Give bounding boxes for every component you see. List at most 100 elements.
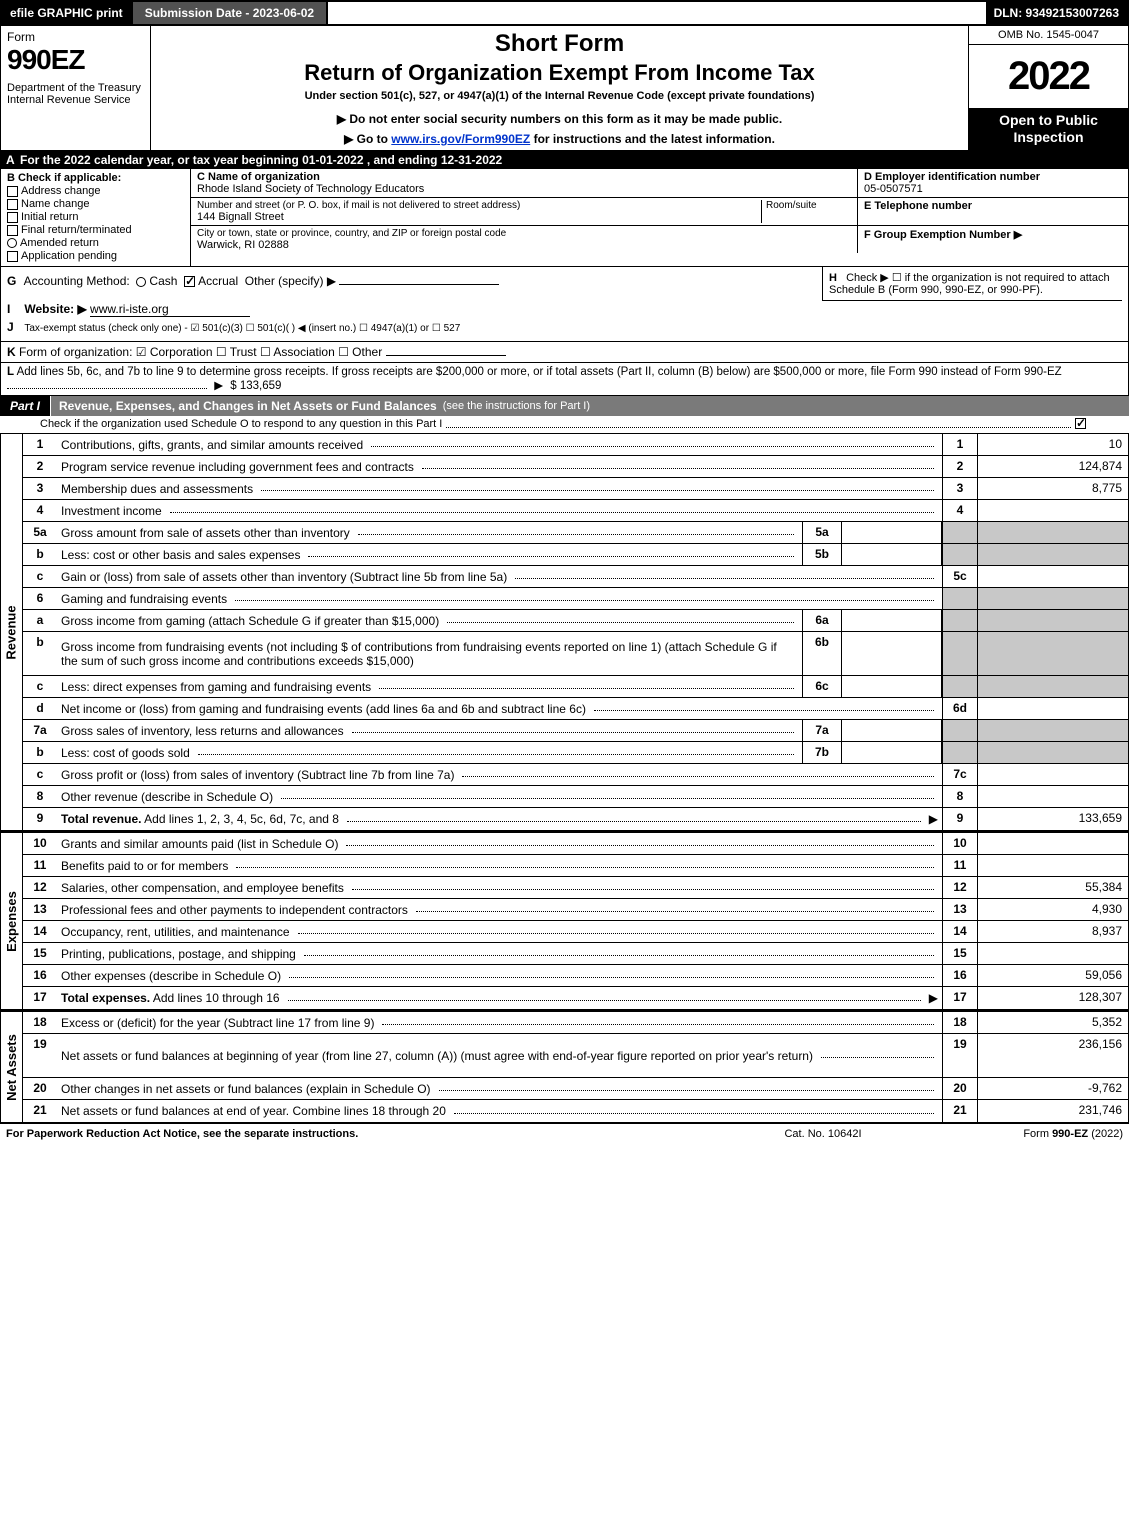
line-number: 11 [23, 855, 57, 876]
col-b: B Check if applicable: Address change Na… [1, 169, 191, 266]
line-desc: Program service revenue including govern… [57, 456, 942, 477]
right-line-number: 10 [942, 833, 978, 854]
line-number: 5a [23, 522, 57, 543]
revenue-rows: 1Contributions, gifts, grants, and simil… [23, 434, 1128, 830]
footer-center: Cat. No. 10642I [723, 1128, 923, 1140]
chk-accrual[interactable] [184, 276, 195, 287]
right-line-number [942, 632, 978, 675]
cell-f: F Group Exemption Number ▶ [858, 226, 1128, 253]
line-number: b [23, 544, 57, 565]
table-row: 9Total revenue. Add lines 1, 2, 3, 4, 5c… [23, 808, 1128, 830]
return-title: Return of Organization Exempt From Incom… [304, 60, 815, 86]
part-i-header: Part I Revenue, Expenses, and Changes in… [0, 396, 1129, 416]
line-desc: Net assets or fund balances at end of ye… [57, 1100, 942, 1122]
amount-cell [978, 720, 1128, 741]
part-i-check-text: Check if the organization used Schedule … [40, 418, 442, 431]
spacer [328, 2, 985, 24]
room-label: Room/suite [766, 200, 851, 211]
line-desc: Gross income from fundraising events (no… [57, 632, 802, 675]
right-line-number: 7c [942, 764, 978, 785]
city-value: Warwick, RI 02888 [197, 239, 851, 251]
goto-line: ▶ Go to www.irs.gov/Form990EZ for instru… [344, 132, 775, 146]
org-name: Rhode Island Society of Technology Educa… [197, 183, 851, 195]
h-box: H Check ▶ ☐ if the organization is not r… [822, 267, 1122, 301]
amount-cell [978, 610, 1128, 631]
dln-label: DLN: 93492153007263 [986, 2, 1127, 24]
right-line-number: 11 [942, 855, 978, 876]
k-text: Form of organization: ☑ Corporation ☐ Tr… [19, 345, 382, 359]
h-text: Check ▶ ☐ if the organization is not req… [829, 272, 1110, 296]
table-row: 19Net assets or fund balances at beginni… [23, 1034, 1128, 1078]
chk-name-change[interactable]: Name change [7, 198, 184, 210]
under-section: Under section 501(c), 527, or 4947(a)(1)… [305, 90, 815, 102]
block-b-through-f: B Check if applicable: Address change Na… [0, 169, 1129, 267]
k-other-input[interactable] [386, 355, 506, 356]
netassets-side-label: Net Assets [1, 1012, 23, 1122]
chk-application-pending[interactable]: Application pending [7, 250, 184, 262]
part-i-checkbox[interactable] [1075, 418, 1086, 429]
line-desc: Total revenue. Add lines 1, 2, 3, 4, 5c,… [57, 808, 942, 830]
right-line-number: 3 [942, 478, 978, 499]
sub-line-label: 5a [802, 522, 842, 543]
name-label: C Name of organization [197, 171, 851, 183]
j-text: Tax-exempt status (check only one) - ☑ 5… [24, 323, 460, 334]
line-desc: Salaries, other compensation, and employ… [57, 877, 942, 898]
amount-cell: 8,937 [978, 921, 1128, 942]
line-number: c [23, 566, 57, 587]
line-desc: Gross profit or (loss) from sales of inv… [57, 764, 942, 785]
line-number: 8 [23, 786, 57, 807]
table-row: 1Contributions, gifts, grants, and simil… [23, 434, 1128, 456]
line-desc: Gross income from gaming (attach Schedul… [57, 610, 802, 631]
line-desc: Gaming and fundraising events [57, 588, 942, 609]
sub-line-value [842, 544, 942, 565]
table-row: 11Benefits paid to or for members11 [23, 855, 1128, 877]
form-word: Form [7, 30, 144, 44]
table-row: cGain or (loss) from sale of assets othe… [23, 566, 1128, 588]
line-desc: Gross amount from sale of assets other t… [57, 522, 802, 543]
radio-cash[interactable] [136, 277, 146, 287]
other-specify-input[interactable] [339, 284, 499, 285]
form-number: 990EZ [7, 44, 144, 76]
header-left: Form 990EZ Department of the Treasury In… [1, 26, 151, 150]
goto-link[interactable]: www.irs.gov/Form990EZ [391, 132, 530, 146]
b-header: B Check if applicable: [7, 172, 184, 184]
footer-left: For Paperwork Reduction Act Notice, see … [6, 1128, 723, 1140]
chk-amended-return[interactable]: Amended return [7, 237, 184, 249]
short-form-title: Short Form [495, 30, 624, 58]
footer-right: Form 990-EZ (2022) [923, 1128, 1123, 1140]
ein-value: 05-0507571 [864, 183, 1122, 195]
do-not-enter: ▶ Do not enter social security numbers o… [337, 112, 782, 126]
omb-number: OMB No. 1545-0047 [969, 26, 1128, 45]
amount-cell: 128,307 [978, 987, 1128, 1009]
line-a: AFor the 2022 calendar year, or tax year… [0, 151, 1129, 169]
line-desc: Other expenses (describe in Schedule O) [57, 965, 942, 986]
department: Department of the Treasury Internal Reve… [7, 82, 144, 106]
line-l: L Add lines 5b, 6c, and 7b to line 9 to … [0, 363, 1129, 396]
right-line-number [942, 676, 978, 697]
right-line-number: 12 [942, 877, 978, 898]
efile-label: efile GRAPHIC print [2, 2, 133, 24]
sub-line-value [842, 522, 942, 543]
chk-address-change[interactable]: Address change [7, 185, 184, 197]
line-desc: Other revenue (describe in Schedule O) [57, 786, 942, 807]
line-number: 12 [23, 877, 57, 898]
line-k: K Form of organization: ☑ Corporation ☐ … [0, 342, 1129, 363]
chk-initial-return[interactable]: Initial return [7, 211, 184, 223]
line-number: c [23, 676, 57, 697]
line-number: 9 [23, 808, 57, 830]
l-amount: $ 133,659 [230, 380, 281, 392]
l-text: Add lines 5b, 6c, and 7b to line 9 to de… [17, 366, 1062, 378]
line-desc: Other changes in net assets or fund bala… [57, 1078, 942, 1099]
line-desc: Net assets or fund balances at beginning… [57, 1034, 942, 1077]
amount-cell: 4,930 [978, 899, 1128, 920]
line-desc: Benefits paid to or for members [57, 855, 942, 876]
form-header: Form 990EZ Department of the Treasury In… [0, 26, 1129, 151]
right-line-number [942, 544, 978, 565]
street-value: 144 Bignall Street [197, 211, 761, 223]
line-number: d [23, 698, 57, 719]
line-j: J Tax-exempt status (check only one) - ☑… [7, 320, 1122, 334]
line-desc: Contributions, gifts, grants, and simila… [57, 434, 942, 455]
chk-final-return[interactable]: Final return/terminated [7, 224, 184, 236]
cell-city: City or town, state or province, country… [191, 226, 858, 253]
line-i: I Website: ▶ www.ri-iste.org [7, 302, 1122, 317]
